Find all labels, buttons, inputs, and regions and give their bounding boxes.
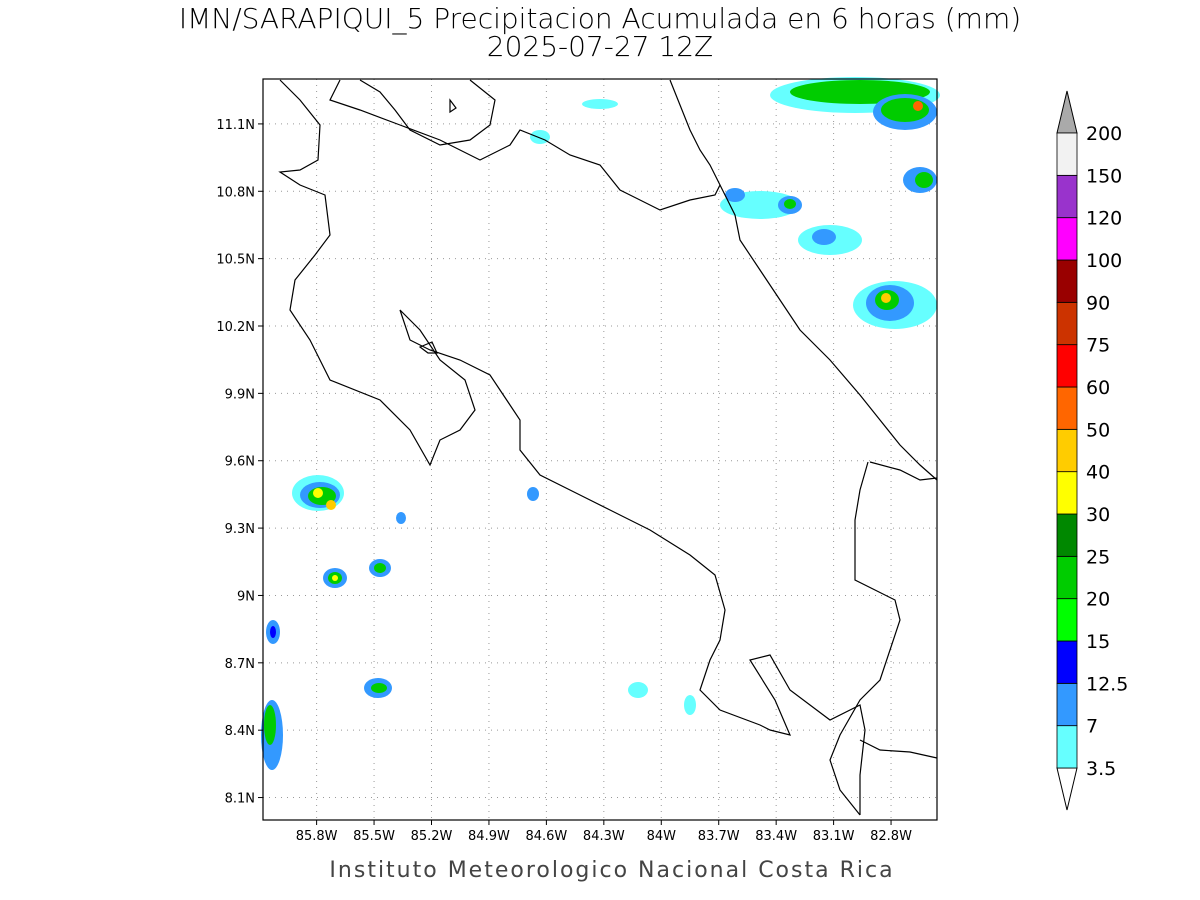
- colorbar-segment: [1056, 259, 1078, 303]
- colorbar-segment: [1056, 344, 1078, 388]
- colorbar-label: 15: [1086, 631, 1110, 653]
- colorbar-segment: [1056, 555, 1078, 600]
- x-tick-label: 84.6W: [525, 829, 567, 844]
- x-tick-label: 85.2W: [411, 829, 453, 844]
- colorbar-segment: [1056, 132, 1078, 176]
- y-tick-label: 9N: [237, 589, 255, 604]
- colorbar-label: 25: [1086, 546, 1110, 568]
- colorbar-label: 30: [1086, 504, 1110, 526]
- colorbar: 3.5 7 12.5 15 20 25 30 40 50 60 75 90 100 120 150 200: [1056, 90, 1128, 811]
- colorbar-above: [1056, 90, 1078, 134]
- colorbar-label: 50: [1086, 419, 1110, 441]
- grid: [263, 79, 937, 820]
- coastlines: [278, 79, 938, 816]
- x-tick-label: 85.5W: [353, 829, 395, 844]
- colorbar-segment: [1056, 428, 1078, 473]
- y-tick-label: 10.8N: [216, 185, 255, 200]
- y-tick-label: 11.1N: [216, 118, 255, 133]
- colorbar-segment: [1056, 640, 1078, 684]
- x-tick-label: 83.1W: [813, 829, 855, 844]
- x-tick-label: 82.8W: [870, 829, 912, 844]
- colorbar-label: 150: [1086, 165, 1122, 187]
- x-tick-label: 83.4W: [755, 829, 797, 844]
- subtitle: 2025-07-27 12Z: [487, 30, 713, 63]
- colorbar-label: 200: [1086, 123, 1122, 145]
- colorbar-label: 3.5: [1086, 758, 1116, 780]
- colorbar-segment: [1056, 682, 1078, 727]
- colorbar-segment: [1056, 513, 1078, 557]
- colorbar-label: 20: [1086, 589, 1110, 611]
- colorbar-label: 40: [1086, 462, 1110, 484]
- x-tick-label: 84.3W: [583, 829, 625, 844]
- footer: Instituto Meteorologico Nacional Costa R…: [329, 858, 894, 883]
- colorbar-label: 60: [1086, 377, 1110, 399]
- y-tick-label: 9.3N: [225, 522, 255, 537]
- colorbar-segment: [1056, 725, 1078, 769]
- colorbar-segment: [1056, 217, 1078, 261]
- y-tick-label: 9.6N: [225, 455, 255, 470]
- colorbar-label: 75: [1086, 335, 1110, 357]
- colorbar-segment: [1056, 386, 1078, 430]
- x-tick-label: 84W: [647, 829, 677, 844]
- colorbar-segment: [1056, 471, 1078, 515]
- x-tick-label: 84.9W: [468, 829, 510, 844]
- colorbar-segment: [1056, 301, 1078, 346]
- colorbar-segment: [1056, 174, 1078, 219]
- title: IMN/SARAPIQUI_5 Precipitacion Acumulada …: [179, 2, 1021, 36]
- y-tick-label: 10.2N: [216, 320, 255, 335]
- y-tick-label: 8.7N: [225, 657, 255, 672]
- colorbar-label: 100: [1086, 250, 1122, 272]
- y-tick-label: 10.5N: [216, 253, 255, 268]
- colorbar-label: 12.5: [1086, 673, 1128, 695]
- precip-cells: [261, 77, 940, 770]
- colorbar-label: 7: [1086, 716, 1098, 738]
- axes: 85.8W 85.5W 85.2W 84.9W 84.6W 84.3W 84W 83.7W 83…: [216, 118, 912, 844]
- y-tick-label: 9.9N: [225, 387, 255, 402]
- map-frame: [262, 78, 938, 821]
- x-tick-label: 83.7W: [698, 829, 740, 844]
- colorbar-segment: [1056, 598, 1078, 642]
- y-tick-label: 8.4N: [225, 724, 255, 739]
- colorbar-label: 120: [1086, 208, 1122, 230]
- colorbar-label: 90: [1086, 292, 1110, 314]
- x-tick-label: 85.8W: [296, 829, 338, 844]
- colorbar-below: [1056, 767, 1078, 811]
- y-tick-label: 8.1N: [225, 792, 255, 807]
